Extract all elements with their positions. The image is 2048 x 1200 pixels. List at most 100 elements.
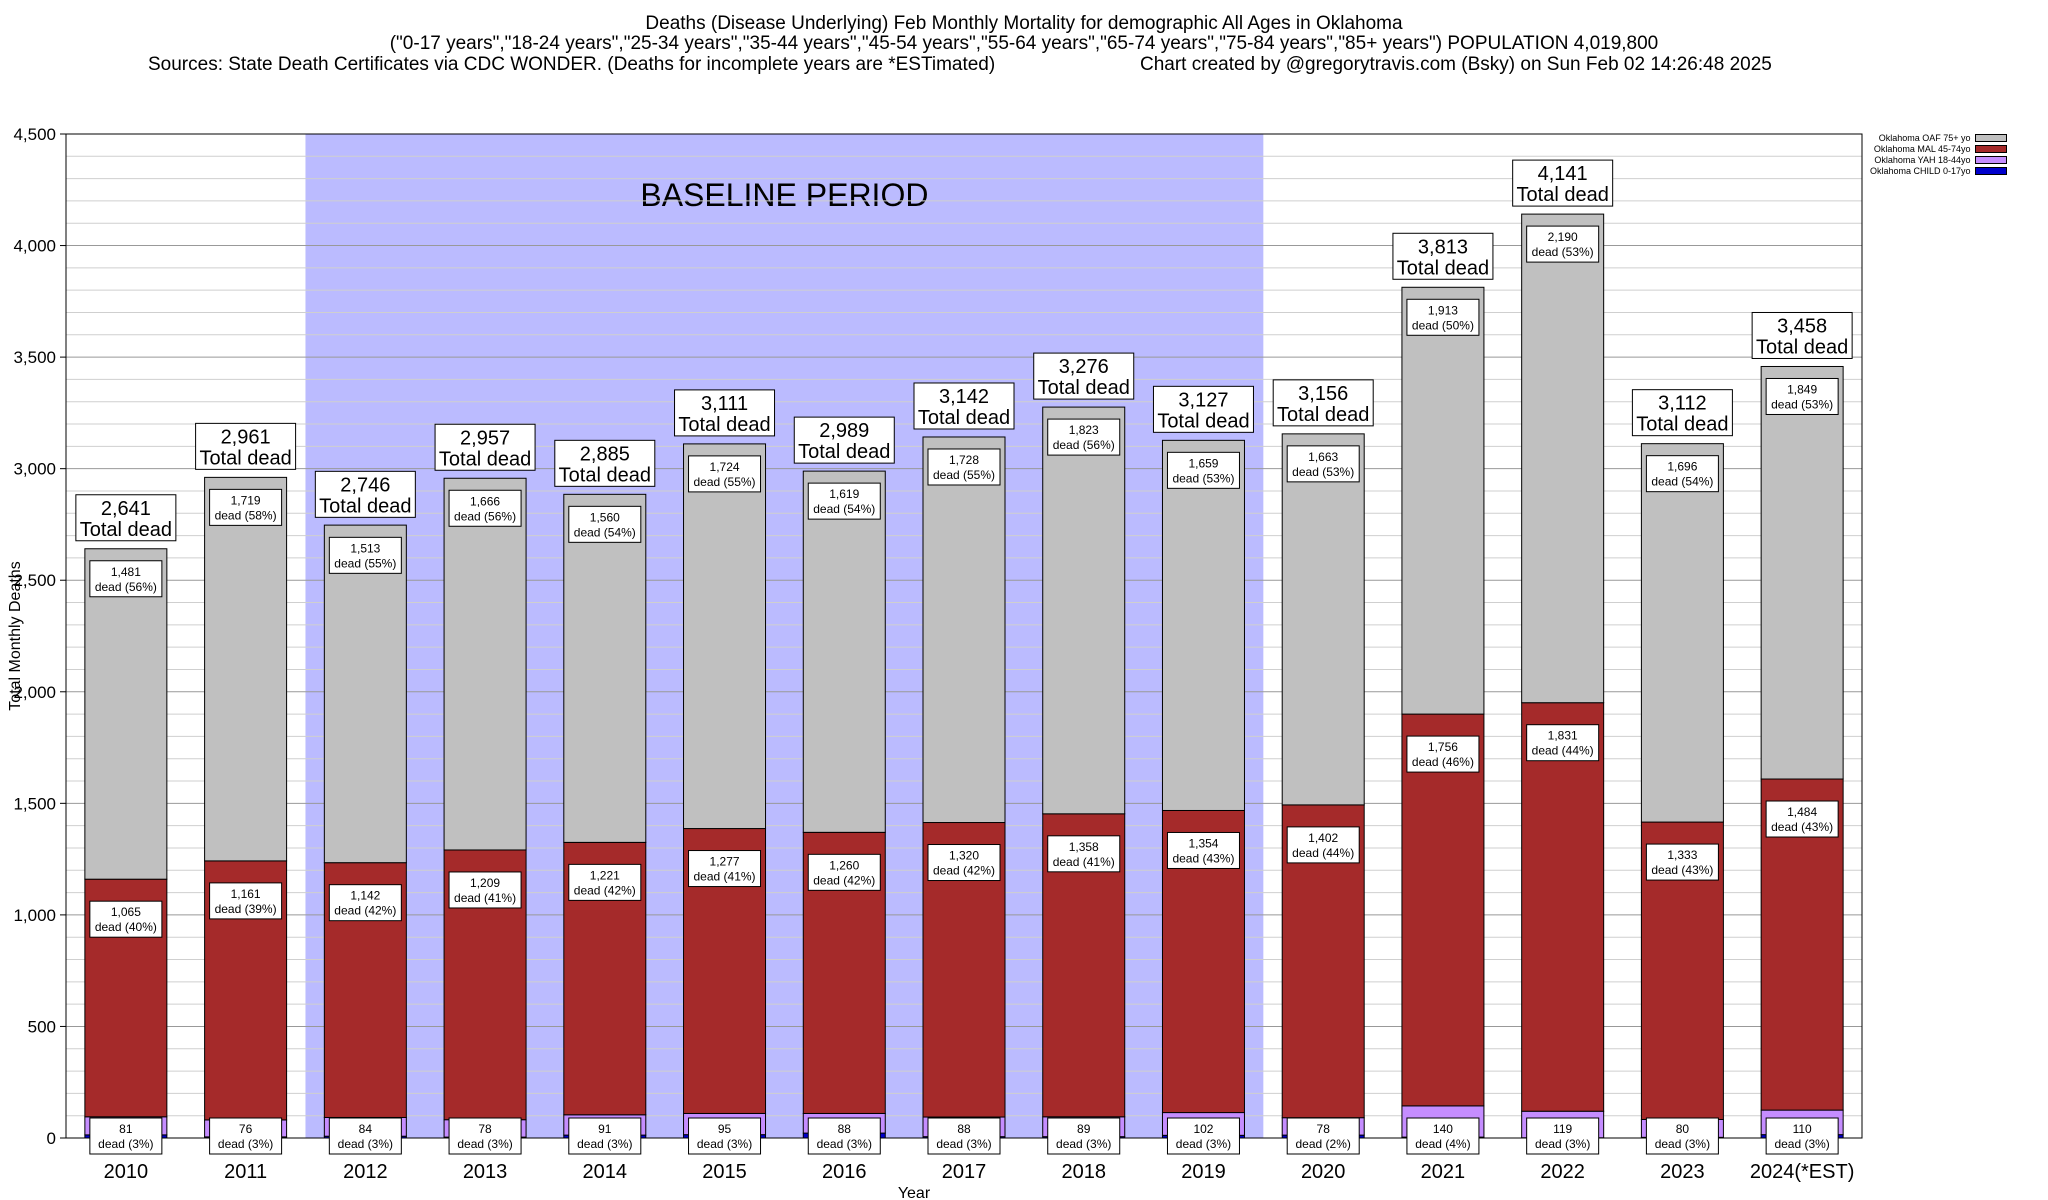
bar-segment-mal bbox=[1401, 713, 1485, 1107]
yah-label-percent: dead (3%) bbox=[98, 1137, 153, 1151]
bar-segment-oaf bbox=[84, 548, 168, 880]
oaf-label-percent: dead (53%) bbox=[1292, 465, 1354, 479]
y-tick-label: 4,500 bbox=[13, 125, 56, 144]
mal-label-percent: dead (43%) bbox=[1651, 863, 1713, 877]
yah-label-box bbox=[448, 1117, 522, 1155]
y-tick-label: 0 bbox=[47, 1129, 56, 1148]
y-tick-label: 4,000 bbox=[13, 237, 56, 256]
y-tick-label: 1,500 bbox=[13, 794, 56, 813]
yah-label-value: 102 bbox=[1193, 1122, 1213, 1136]
oaf-label-percent: dead (54%) bbox=[813, 502, 875, 516]
mal-label-value: 1,161 bbox=[231, 887, 261, 901]
yah-label-value: 81 bbox=[119, 1122, 133, 1136]
bar-segment-oaf bbox=[1281, 433, 1365, 806]
mal-label-value: 1,402 bbox=[1308, 831, 1338, 845]
total-label-value: 2,746 bbox=[340, 474, 390, 496]
mal-label-percent: dead (42%) bbox=[334, 904, 396, 918]
mal-label-value: 1,277 bbox=[710, 855, 740, 869]
mal-label-percent: dead (41%) bbox=[454, 891, 516, 905]
total-label-text: Total dead bbox=[559, 464, 651, 486]
yah-label-value: 88 bbox=[957, 1122, 971, 1136]
oaf-label-value: 1,513 bbox=[350, 541, 380, 555]
yah-label-box bbox=[1047, 1117, 1121, 1155]
mal-label-value: 1,756 bbox=[1428, 740, 1458, 754]
oaf-label-percent: dead (58%) bbox=[215, 508, 277, 522]
legend-item-mal: Oklahoma MAL 45-74yo bbox=[1870, 143, 2007, 154]
total-label-box bbox=[1512, 159, 1614, 207]
legend-swatch bbox=[1974, 133, 2007, 142]
yah-label-value: 95 bbox=[718, 1122, 732, 1136]
oaf-label-value: 1,481 bbox=[111, 565, 141, 579]
chart-title: Deaths (Disease Underlying) Feb Monthly … bbox=[645, 13, 1403, 34]
yah-label-value: 76 bbox=[239, 1122, 253, 1136]
total-label-text: Total dead bbox=[798, 441, 890, 463]
oaf-label-percent: dead (54%) bbox=[1651, 475, 1713, 489]
total-label-box bbox=[1392, 232, 1494, 280]
legend-swatch bbox=[1974, 155, 2007, 164]
oaf-label-value: 1,619 bbox=[829, 487, 859, 501]
mal-label-box bbox=[568, 863, 642, 901]
total-label-text: Total dead bbox=[1157, 410, 1249, 432]
oaf-label-box bbox=[927, 448, 1001, 486]
yah-label-value: 80 bbox=[1676, 1122, 1690, 1136]
mal-label-value: 1,831 bbox=[1548, 729, 1578, 743]
yah-label-value: 140 bbox=[1433, 1122, 1453, 1136]
yah-label-value: 91 bbox=[598, 1122, 612, 1136]
mal-label-percent: dead (41%) bbox=[694, 870, 756, 884]
total-label-box bbox=[554, 439, 656, 487]
yah-label-value: 110 bbox=[1793, 1122, 1812, 1136]
yah-label-value: 78 bbox=[478, 1122, 492, 1136]
total-label-value: 2,961 bbox=[221, 426, 271, 448]
total-label-text: Total dead bbox=[918, 407, 1010, 429]
yah-label-percent: dead (3%) bbox=[577, 1137, 632, 1151]
x-tick-label: 2016 bbox=[822, 1161, 867, 1183]
total-label-text: Total dead bbox=[1038, 377, 1130, 399]
total-label-box bbox=[195, 422, 297, 470]
bar-segment-oaf bbox=[1161, 439, 1245, 811]
total-label-text: Total dead bbox=[678, 414, 770, 436]
legend-item-oaf: Oklahoma OAF 75+ yo bbox=[1870, 132, 2007, 143]
total-label-box bbox=[1751, 311, 1853, 359]
total-label-box bbox=[793, 416, 895, 464]
yah-label-percent: dead (3%) bbox=[936, 1137, 991, 1151]
oaf-label-value: 1,913 bbox=[1428, 303, 1458, 317]
total-label-value: 3,156 bbox=[1298, 383, 1348, 405]
oaf-label-box bbox=[1765, 377, 1839, 415]
x-tick-label: 2010 bbox=[104, 1161, 149, 1183]
mal-label-value: 1,320 bbox=[949, 849, 979, 863]
yah-label-percent: dead (3%) bbox=[1774, 1137, 1829, 1151]
legend-label: Oklahoma MAL 45-74yo bbox=[1873, 143, 1971, 154]
mal-label-percent: dead (43%) bbox=[1771, 820, 1833, 834]
total-label-value: 4,141 bbox=[1538, 163, 1588, 185]
yah-label-percent: dead (3%) bbox=[1655, 1137, 1710, 1151]
x-tick-label: 2021 bbox=[1421, 1161, 1466, 1183]
oaf-label-percent: dead (53%) bbox=[1172, 471, 1234, 485]
oaf-label-value: 1,560 bbox=[590, 510, 620, 524]
x-tick-label: 2011 bbox=[224, 1161, 267, 1183]
oaf-label-percent: dead (56%) bbox=[95, 580, 157, 594]
oaf-label-box bbox=[328, 536, 402, 574]
oaf-label-box bbox=[1166, 451, 1240, 489]
legend-label: Oklahoma CHILD 0-17yo bbox=[1870, 165, 1971, 176]
yah-label-percent: dead (3%) bbox=[817, 1137, 872, 1151]
bar-segment-mal bbox=[1521, 702, 1605, 1112]
yah-label-percent: dead (3%) bbox=[218, 1137, 273, 1151]
yah-label-value: 78 bbox=[1317, 1122, 1331, 1136]
mal-label-box bbox=[807, 853, 881, 891]
yah-label-percent: dead (3%) bbox=[1535, 1137, 1590, 1151]
yah-label-box bbox=[1526, 1117, 1600, 1155]
chart-sources: Sources: State Death Certificates via CD… bbox=[148, 54, 996, 75]
total-label-text: Total dead bbox=[80, 519, 172, 541]
yah-label-percent: dead (3%) bbox=[1176, 1137, 1231, 1151]
chart-credit: Chart created by @gregorytravis.com (Bsk… bbox=[1140, 54, 1772, 75]
total-label-box bbox=[674, 389, 776, 437]
mal-label-box bbox=[328, 884, 402, 922]
oaf-label-percent: dead (55%) bbox=[334, 556, 396, 570]
yah-label-percent: dead (4%) bbox=[1415, 1137, 1470, 1151]
mal-label-percent: dead (39%) bbox=[215, 902, 277, 916]
bar-segment-oaf bbox=[1521, 213, 1605, 704]
total-label-text: Total dead bbox=[1636, 414, 1728, 436]
oaf-label-box bbox=[209, 488, 283, 526]
x-tick-label: 2020 bbox=[1301, 1161, 1346, 1183]
y-tick-label: 2,500 bbox=[13, 571, 56, 590]
